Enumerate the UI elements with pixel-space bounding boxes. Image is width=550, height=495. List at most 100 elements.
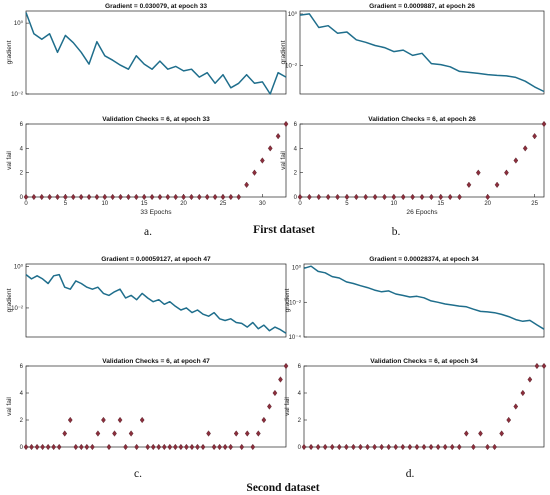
val-fail-point [541,362,547,370]
val-fail-point [513,403,519,410]
y-axis-label: val fail [6,151,13,170]
val-fail-point [372,193,378,201]
val-fail-point [178,443,184,451]
plot-area [303,365,545,448]
gradient-b-chart: Gradient = 0.0009887, at epoch 26 10⁻² 10⁰… [280,3,545,95]
val-fail-point [393,443,399,451]
y-tick-label: 4 [294,146,298,152]
val-fail-point [212,193,218,201]
val-fail-point [211,443,217,451]
val-fail-point [322,443,328,451]
plot-area [299,10,545,95]
val-fail-point [94,193,100,201]
y-tick-label: 6 [20,364,24,370]
val-fail-point [62,430,68,437]
y-axis-label: val fail [280,151,287,170]
val-fail-point [353,193,359,201]
val-fail-point [200,443,206,451]
val-fail-point [63,193,68,201]
val-fail-point [400,443,406,451]
gradient-series-line [303,265,545,330]
val-fail-point [492,443,497,451]
val-fail-point [206,430,211,437]
y-axis-label: val fail [284,397,291,416]
val-fail-point [133,193,139,201]
val-fail-point [222,443,228,451]
val-fail-point [527,376,533,383]
val-fail-point [95,430,101,437]
val-fail-point [325,193,331,201]
val-fail-point [428,443,434,451]
chart-title: Gradient = 0.0009887, at epoch 26 [369,3,475,10]
val-fail-point [117,416,123,424]
y-tick-label: 4 [20,391,24,397]
val-fail-point [499,430,504,437]
gradient-series-line [25,12,287,95]
y-axis-label: gradient [284,288,291,312]
caption-b: b. [392,226,401,238]
y-tick-label: 2 [20,418,24,424]
val-fail-point [204,193,210,201]
plot-area [299,123,545,198]
val-fail-point [382,193,387,201]
val-fail-point [344,193,350,201]
val-fail-point [123,443,128,451]
val-fail-point [150,443,156,451]
y-axis-label: gradient [6,288,13,312]
val-fail-point [156,443,162,451]
chart-title: Validation Checks = 6, at epoch 26 [368,116,476,123]
val-fail-point [110,193,116,201]
val-fail-point [112,430,117,437]
val-fail-point [184,443,189,451]
plot-area [25,123,287,198]
gradient-d-chart: Gradient = 0.00028374, at epoch 34 10⁻⁴ 10… [284,256,545,341]
y-tick-label: 10⁰ [14,263,24,270]
val-fail-point [173,443,178,451]
val-fail-point [336,443,342,451]
val-fail-point [134,443,139,451]
val-fail-point [316,193,322,201]
val-fail-point [165,193,171,201]
val-fail-point [78,443,84,451]
val-fail-point [228,193,234,201]
plot-area [25,10,287,95]
val-fail-point [141,193,147,201]
val-fail-point [86,193,92,201]
x-tick-label: 10 [391,201,398,207]
val-fail-point [485,193,491,201]
validation-b-chart: Validation Checks = 6, at epoch 26 0 2 4 6 0 5… [280,116,547,216]
x-tick-label: 0 [24,201,28,207]
dataset-label-first: First dataset [253,224,315,236]
val-fail-point [126,193,131,201]
val-fail-point [344,443,349,451]
val-fail-point [181,193,186,201]
val-fail-point [228,443,234,451]
val-fail-point [414,443,420,451]
val-fail-point [391,193,397,201]
y-tick-label: 2 [294,171,298,177]
val-fail-point [29,443,34,451]
val-fail-point [244,430,250,437]
gradient-series-line [25,273,287,334]
val-fail-point [329,443,335,451]
x-tick-label: 20 [180,201,187,207]
x-axis-label: 33 Epochs [140,209,172,216]
chart-title: Validation Checks = 6, at epoch 47 [102,358,210,365]
val-fail-point [504,169,509,176]
y-tick-label: 4 [20,146,24,152]
val-fail-point [78,193,84,201]
validation-a-chart: Validation Checks = 6, at epoch 33 0 2 4 6 0 5… [6,116,289,216]
y-tick-label: 6 [20,122,24,128]
val-fail-point [283,120,289,128]
val-fail-point [40,443,45,451]
val-fail-point [534,362,540,370]
y-tick-label: 6 [298,364,302,370]
val-fail-point [447,193,453,201]
validation-c-chart: Validation Checks = 6, at epoch 47 0 2 4 6 va… [6,358,289,451]
y-tick-label: 10⁻² [289,300,301,306]
val-fail-point [407,443,413,451]
val-fail-point [173,193,179,201]
plot-area [303,263,545,338]
validation-d-chart: Validation Checks = 6, at epoch 34 0 2 4 6 va… [284,358,547,451]
val-fail-point [494,181,500,188]
